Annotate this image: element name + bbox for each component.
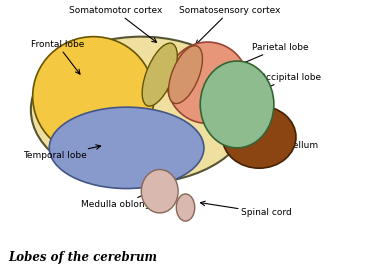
Ellipse shape [167, 42, 248, 124]
Text: Lobes of the cerebrum: Lobes of the cerebrum [9, 252, 158, 264]
Text: Parietal lobe: Parietal lobe [226, 43, 308, 71]
Text: Spinal cord: Spinal cord [200, 201, 292, 218]
Text: Somatosensory cortex: Somatosensory cortex [179, 6, 280, 45]
Text: Temporal lobe: Temporal lobe [23, 145, 101, 161]
Text: Cerebellum: Cerebellum [256, 132, 319, 150]
Ellipse shape [33, 37, 154, 156]
Ellipse shape [31, 37, 252, 183]
Ellipse shape [200, 61, 274, 148]
Ellipse shape [222, 106, 296, 168]
Text: Frontal lobe: Frontal lobe [31, 40, 84, 74]
Ellipse shape [141, 170, 178, 213]
Ellipse shape [49, 107, 204, 189]
Ellipse shape [142, 43, 177, 106]
Text: Somatomotor cortex: Somatomotor cortex [69, 6, 162, 42]
Ellipse shape [176, 194, 195, 221]
Text: Medulla oblongata: Medulla oblongata [81, 190, 165, 209]
Ellipse shape [168, 46, 203, 104]
Text: Occipital lobe: Occipital lobe [252, 73, 321, 95]
